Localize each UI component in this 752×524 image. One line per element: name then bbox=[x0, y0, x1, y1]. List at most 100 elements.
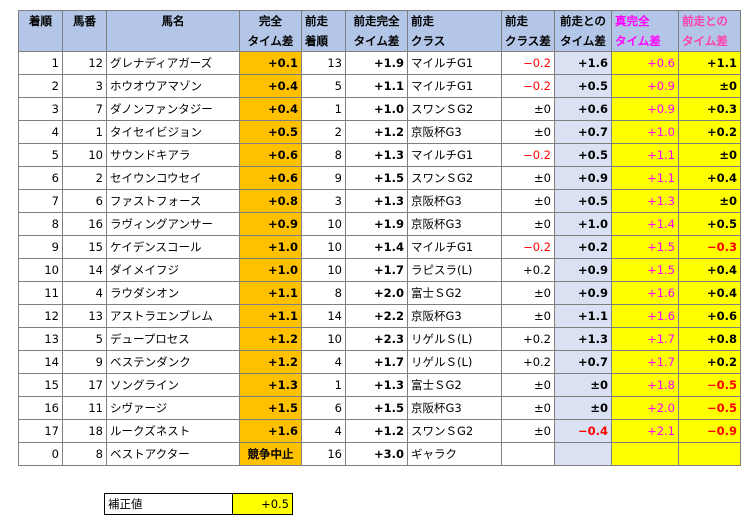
prev-class-cell: 富士ＳG2 bbox=[407, 373, 502, 397]
prev-time-diff-cell: +1.4 bbox=[345, 235, 408, 259]
prev-class-cell: 京阪杯G3 bbox=[407, 304, 502, 328]
vs-prev-diff2-cell: +0.5 bbox=[678, 212, 741, 236]
header-true-diff-2: タイム差 bbox=[611, 31, 679, 52]
true-diff-cell: +1.3 bbox=[611, 189, 679, 213]
header-true-diff: 真完全 bbox=[611, 10, 679, 31]
prev-time-diff-cell: +2.2 bbox=[345, 304, 408, 328]
finish-cell: 3 bbox=[18, 97, 63, 121]
vs-prev-diff-cell bbox=[554, 442, 612, 466]
time-diff-cell: +0.9 bbox=[239, 212, 302, 236]
prev-time-diff-cell: +1.7 bbox=[345, 350, 408, 374]
number-cell: 10 bbox=[62, 143, 107, 167]
header-vs-prev-diff: 前走との bbox=[554, 10, 612, 31]
time-diff-cell: +1.3 bbox=[239, 373, 302, 397]
horse-name-cell: ホウオウアマゾン bbox=[106, 74, 240, 98]
vs-prev-diff2-cell: −0.5 bbox=[678, 373, 741, 397]
class-diff-cell: ±0 bbox=[501, 373, 555, 397]
prev-finish-cell: 10 bbox=[301, 327, 346, 351]
class-diff-cell: ±0 bbox=[501, 281, 555, 305]
finish-cell: 8 bbox=[18, 212, 63, 236]
table-row: 3 7 ダノンファンタジー +0.4 1 +1.0 スワンＳG2 ±0 +0.6 +0.9 +0.3 bbox=[18, 97, 741, 121]
header-finish-2 bbox=[18, 31, 63, 52]
horse-name-cell: ラウダシオン bbox=[106, 281, 240, 305]
prev-class-cell: 富士ＳG2 bbox=[407, 281, 502, 305]
header-number-2 bbox=[62, 31, 107, 52]
prev-finish-cell: 2 bbox=[301, 120, 346, 144]
vs-prev-diff-cell: ±0 bbox=[554, 373, 612, 397]
header-class-diff: 前走 bbox=[501, 10, 555, 31]
vs-prev-diff-cell: +0.2 bbox=[554, 235, 612, 259]
vs-prev-diff-cell: +1.0 bbox=[554, 212, 612, 236]
prev-time-diff-cell: +1.1 bbox=[345, 74, 408, 98]
table-row: 7 6 ファストフォース +0.8 3 +1.3 京阪杯G3 ±0 +0.5 +1.3 ±0 bbox=[18, 189, 741, 213]
vs-prev-diff2-cell bbox=[678, 442, 741, 466]
time-diff-cell: +1.1 bbox=[239, 281, 302, 305]
number-cell: 9 bbox=[62, 350, 107, 374]
prev-time-diff-cell: +3.0 bbox=[345, 442, 408, 466]
horse-name-cell: ファストフォース bbox=[106, 189, 240, 213]
table-row: 15 17 ソングライン +1.3 1 +1.3 富士ＳG2 ±0 ±0 +1.8 −0.5 bbox=[18, 373, 741, 397]
table-row: 14 9 ベステンダンク +1.2 4 +1.7 リゲルＳ(L) +0.2 +0.7 +1.7 +0… bbox=[18, 350, 741, 374]
time-diff-cell: +1.2 bbox=[239, 327, 302, 351]
prev-finish-cell: 8 bbox=[301, 143, 346, 167]
header-prev-time-diff: 前走完全 bbox=[345, 10, 408, 31]
vs-prev-diff2-cell: +0.8 bbox=[678, 327, 741, 351]
prev-time-diff-cell: +1.3 bbox=[345, 373, 408, 397]
vs-prev-diff-cell: +1.6 bbox=[554, 51, 612, 75]
vs-prev-diff2-cell: +0.3 bbox=[678, 97, 741, 121]
horse-name-cell: ソングライン bbox=[106, 373, 240, 397]
prev-finish-cell: 3 bbox=[301, 189, 346, 213]
horse-name-cell: グレナディアガーズ bbox=[106, 51, 240, 75]
vs-prev-diff2-cell: ±0 bbox=[678, 74, 741, 98]
vs-prev-diff-cell: +0.5 bbox=[554, 189, 612, 213]
horse-name-cell: ルークズネスト bbox=[106, 419, 240, 443]
true-diff-cell: +0.9 bbox=[611, 97, 679, 121]
prev-finish-cell: 1 bbox=[301, 97, 346, 121]
prev-class-cell: マイルチG1 bbox=[407, 74, 502, 98]
prev-finish-cell: 16 bbox=[301, 442, 346, 466]
table-row: 2 3 ホウオウアマゾン +0.4 5 +1.1 マイルチG1 −0.2 +0.5 +0.9 ±0 bbox=[18, 74, 741, 98]
table-row: 4 1 タイセイビジョン +0.5 2 +1.2 京阪杯G3 ±0 +0.7 +1.0 +0.2 bbox=[18, 120, 741, 144]
prev-time-diff-cell: +1.3 bbox=[345, 189, 408, 213]
result-rows: 1 12 グレナディアガーズ +0.1 13 +1.9 マイルチG1 −0.2 +1.6 +0.6… bbox=[18, 51, 741, 466]
vs-prev-diff2-cell: +0.2 bbox=[678, 350, 741, 374]
table-row: 16 11 シヴァージ +1.5 6 +1.5 京阪杯G3 ±0 ±0 +2.0 −0.5 bbox=[18, 396, 741, 420]
finish-cell: 11 bbox=[18, 281, 63, 305]
time-diff-cell: +0.6 bbox=[239, 166, 302, 190]
horse-name-cell: シヴァージ bbox=[106, 396, 240, 420]
vs-prev-diff-cell: +0.9 bbox=[554, 281, 612, 305]
table-row: 10 14 ダイメイフジ +1.0 10 +1.7 ラピスラ(L) +0.2 +0.9 +1.5 +… bbox=[18, 258, 741, 282]
prev-finish-cell: 5 bbox=[301, 74, 346, 98]
time-diff-cell: +0.1 bbox=[239, 51, 302, 75]
time-diff-cell: +0.8 bbox=[239, 189, 302, 213]
prev-class-cell: スワンＳG2 bbox=[407, 166, 502, 190]
header-time-diff-2: タイム差 bbox=[239, 31, 302, 52]
true-diff-cell: +1.7 bbox=[611, 350, 679, 374]
class-diff-cell: ±0 bbox=[501, 120, 555, 144]
header-number: 馬番 bbox=[62, 10, 107, 31]
prev-finish-cell: 14 bbox=[301, 304, 346, 328]
finish-cell: 0 bbox=[18, 442, 63, 466]
class-diff-cell: ±0 bbox=[501, 97, 555, 121]
prev-class-cell: マイルチG1 bbox=[407, 51, 502, 75]
prev-class-cell: 京阪杯G3 bbox=[407, 396, 502, 420]
class-diff-cell: ±0 bbox=[501, 419, 555, 443]
vs-prev-diff2-cell: +0.4 bbox=[678, 258, 741, 282]
vs-prev-diff-cell: +0.9 bbox=[554, 258, 612, 282]
horse-name-cell: ベステンダンク bbox=[106, 350, 240, 374]
number-cell: 1 bbox=[62, 120, 107, 144]
table-row: 9 15 ケイデンスコール +1.0 10 +1.4 マイルチG1 −0.2 +0.2 +1.5−… bbox=[18, 235, 741, 259]
number-cell: 15 bbox=[62, 235, 107, 259]
prev-time-diff-cell: +1.3 bbox=[345, 143, 408, 167]
prev-class-cell: リゲルＳ(L) bbox=[407, 327, 502, 351]
horse-name-cell: タイセイビジョン bbox=[106, 120, 240, 144]
vs-prev-diff-cell: +0.6 bbox=[554, 97, 612, 121]
finish-cell: 17 bbox=[18, 419, 63, 443]
finish-cell: 15 bbox=[18, 373, 63, 397]
number-cell: 4 bbox=[62, 281, 107, 305]
header-vs-prev-diff-2: タイム差 bbox=[554, 31, 612, 52]
table-row: 5 10 サウンドキアラ +0.6 8 +1.3 マイルチG1 −0.2 +0.5 +1.1 ±0 bbox=[18, 143, 741, 167]
prev-class-cell: 京阪杯G3 bbox=[407, 120, 502, 144]
adjustment-row: 補正値 +0.5 bbox=[104, 493, 293, 515]
prev-class-cell: スワンＳG2 bbox=[407, 97, 502, 121]
